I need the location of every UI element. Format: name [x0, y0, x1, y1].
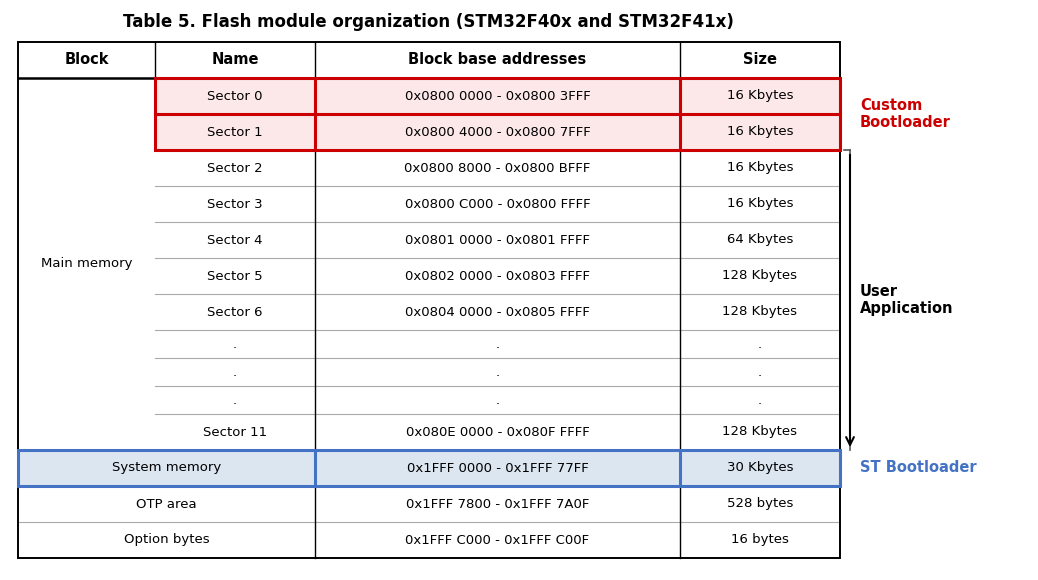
Text: Sector 6: Sector 6: [208, 306, 263, 318]
Text: 0x0802 0000 - 0x0803 FFFF: 0x0802 0000 - 0x0803 FFFF: [405, 270, 590, 282]
Text: .: .: [495, 393, 499, 407]
Bar: [155, 114, 840, 150]
Text: 0x0800 4000 - 0x0800 7FFF: 0x0800 4000 - 0x0800 7FFF: [405, 125, 591, 139]
Text: 0x0800 8000 - 0x0800 BFFF: 0x0800 8000 - 0x0800 BFFF: [405, 161, 591, 175]
Text: Sector 3: Sector 3: [208, 198, 263, 211]
Text: Name: Name: [212, 53, 258, 67]
Text: Table 5. Flash module organization (STM32F40x and STM32F41x): Table 5. Flash module organization (STM3…: [122, 13, 734, 31]
Bar: [155, 78, 840, 150]
Text: Custom
Bootloader: Custom Bootloader: [861, 98, 951, 130]
Bar: [18, 42, 840, 558]
Text: 0x1FFF C000 - 0x1FFF C00F: 0x1FFF C000 - 0x1FFF C00F: [406, 534, 590, 546]
Text: 0x080E 0000 - 0x080F FFFF: 0x080E 0000 - 0x080F FFFF: [406, 426, 590, 438]
Bar: [18, 450, 840, 486]
Text: 16 Kbytes: 16 Kbytes: [727, 198, 793, 211]
Text: Sector 11: Sector 11: [203, 426, 267, 438]
Text: 128 Kbytes: 128 Kbytes: [722, 426, 797, 438]
Text: 16 bytes: 16 bytes: [731, 534, 789, 546]
Text: .: .: [495, 365, 499, 379]
Text: ST Bootloader: ST Bootloader: [861, 461, 977, 476]
Text: Sector 0: Sector 0: [208, 89, 263, 103]
Text: .: .: [758, 393, 762, 407]
Text: Block base addresses: Block base addresses: [408, 53, 586, 67]
Text: Block: Block: [64, 53, 109, 67]
Text: 30 Kbytes: 30 Kbytes: [727, 462, 793, 474]
Text: OTP area: OTP area: [136, 498, 197, 510]
Text: 16 Kbytes: 16 Kbytes: [727, 125, 793, 139]
Text: Sector 2: Sector 2: [208, 161, 263, 175]
Text: System memory: System memory: [112, 462, 221, 474]
Text: .: .: [233, 393, 237, 407]
Bar: [18, 450, 840, 486]
Text: 16 Kbytes: 16 Kbytes: [727, 89, 793, 103]
Text: .: .: [495, 338, 499, 350]
Text: .: .: [758, 365, 762, 379]
Text: 64 Kbytes: 64 Kbytes: [727, 234, 793, 246]
Text: 0x0800 0000 - 0x0800 3FFF: 0x0800 0000 - 0x0800 3FFF: [405, 89, 591, 103]
Text: Sector 4: Sector 4: [208, 234, 263, 246]
Text: 128 Kbytes: 128 Kbytes: [722, 306, 797, 318]
Text: Sector 5: Sector 5: [208, 270, 263, 282]
Text: User
Application: User Application: [861, 284, 954, 316]
Text: 0x1FFF 7800 - 0x1FFF 7A0F: 0x1FFF 7800 - 0x1FFF 7A0F: [406, 498, 590, 510]
Text: 0x0800 C000 - 0x0800 FFFF: 0x0800 C000 - 0x0800 FFFF: [405, 198, 591, 211]
Text: 0x0801 0000 - 0x0801 FFFF: 0x0801 0000 - 0x0801 FFFF: [405, 234, 590, 246]
Text: 0x0804 0000 - 0x0805 FFFF: 0x0804 0000 - 0x0805 FFFF: [405, 306, 590, 318]
Text: 128 Kbytes: 128 Kbytes: [722, 270, 797, 282]
Text: Size: Size: [743, 53, 777, 67]
Text: Main memory: Main memory: [40, 258, 132, 270]
Text: .: .: [233, 338, 237, 350]
Text: 528 bytes: 528 bytes: [727, 498, 793, 510]
Text: Option bytes: Option bytes: [124, 534, 210, 546]
Text: 16 Kbytes: 16 Kbytes: [727, 161, 793, 175]
Text: 0x1FFF 0000 - 0x1FFF 77FF: 0x1FFF 0000 - 0x1FFF 77FF: [407, 462, 589, 474]
Text: Sector 1: Sector 1: [208, 125, 263, 139]
Text: .: .: [758, 338, 762, 350]
Text: .: .: [233, 365, 237, 379]
Bar: [155, 78, 840, 114]
